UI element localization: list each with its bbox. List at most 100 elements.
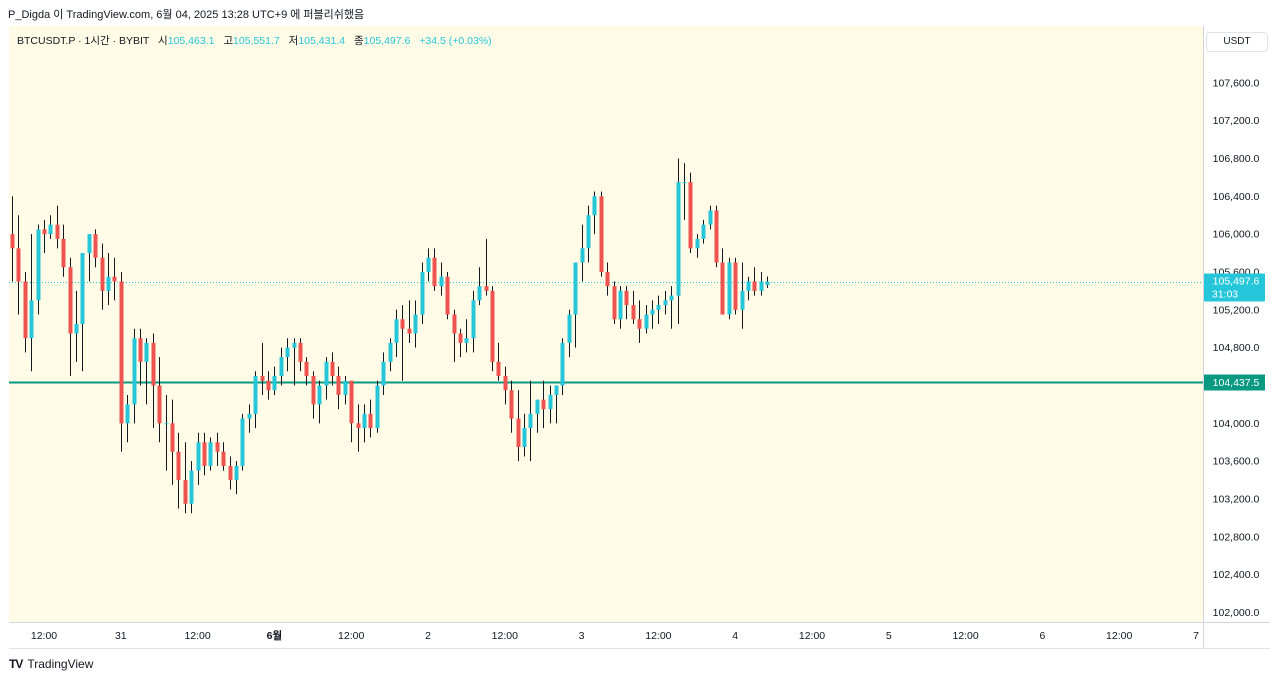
candle-body xyxy=(695,238,700,249)
candle-body xyxy=(592,196,597,216)
candle-body xyxy=(292,342,297,348)
currency-button[interactable]: USDT xyxy=(1206,32,1268,52)
y-tick-label: 104,000.0 xyxy=(1213,418,1260,430)
candle-body xyxy=(336,376,341,395)
legend-open-label: 시 xyxy=(158,35,168,47)
tradingview-logo-icon: TV xyxy=(9,657,23,671)
candle-body xyxy=(29,300,34,339)
candle-body xyxy=(394,319,399,343)
candle-body xyxy=(650,309,655,315)
candle-body xyxy=(144,342,149,362)
x-tick-label: 5 xyxy=(886,630,892,642)
current-price-label: 105,497.6 xyxy=(1213,276,1260,288)
y-tick-label: 104,800.0 xyxy=(1213,342,1260,354)
candle-body xyxy=(541,399,546,410)
legend-symbol[interactable]: BTCUSDT.P · 1시간 · BYBIT xyxy=(17,35,150,47)
candle-body xyxy=(682,182,687,184)
candle-body xyxy=(279,357,284,377)
candle-body xyxy=(407,328,412,334)
candle-body xyxy=(496,361,501,377)
y-tick-label: 103,200.0 xyxy=(1213,494,1260,506)
candle-body xyxy=(228,465,233,481)
y-tick-label: 102,000.0 xyxy=(1213,607,1260,619)
legend-high-label: 고 xyxy=(223,35,234,47)
candle-body xyxy=(253,376,258,414)
candle-body xyxy=(599,196,604,272)
x-tick-label: 6월 xyxy=(267,629,283,642)
candle-body xyxy=(426,257,431,272)
footer: TV TradingView xyxy=(9,657,93,671)
countdown-label: 31:03 xyxy=(1212,289,1238,301)
candle-body xyxy=(490,290,495,362)
candle-body xyxy=(631,305,636,320)
candle-body xyxy=(260,376,265,381)
candle-body xyxy=(234,465,239,481)
candle-body xyxy=(138,338,143,362)
x-tick-label: 2 xyxy=(425,630,431,642)
candle-body xyxy=(759,281,764,291)
y-tick-label: 107,600.0 xyxy=(1213,77,1260,89)
time-axis[interactable] xyxy=(9,622,1270,648)
candle-body xyxy=(586,215,591,249)
candle-body xyxy=(164,423,169,425)
chart-legend: BTCUSDT.P · 1시간 · BYBIT 시105,463.1 고105,… xyxy=(17,33,492,48)
candle-body xyxy=(196,442,201,471)
x-tick-label: 12:00 xyxy=(31,630,57,642)
candle-body xyxy=(202,442,207,466)
x-tick-label: 7 xyxy=(1193,630,1199,642)
level-price-tag xyxy=(1204,374,1265,391)
candle-body xyxy=(311,376,316,405)
candle-body xyxy=(10,234,15,249)
legend-close-label: 종 xyxy=(353,35,364,47)
candle-body xyxy=(560,342,565,386)
candle-body xyxy=(298,342,303,362)
candle-body xyxy=(388,342,393,362)
candle-body xyxy=(74,324,79,334)
candle-body xyxy=(663,300,668,306)
candle-body xyxy=(580,248,585,263)
candle-body xyxy=(548,394,553,410)
candle-body xyxy=(170,423,175,452)
price-axis[interactable] xyxy=(1203,26,1270,622)
candle-body xyxy=(484,286,489,291)
publish-info: P_Digda 이 TradingView.com, 6월 04, 2025 1… xyxy=(8,9,365,21)
candle-body xyxy=(714,210,719,263)
x-tick-label: 12:00 xyxy=(184,630,210,642)
current-price-tag xyxy=(1204,273,1265,302)
candle-body xyxy=(458,333,463,343)
x-tick-label: 12:00 xyxy=(952,630,978,642)
candle-body xyxy=(356,423,361,429)
candle-body xyxy=(189,470,194,504)
candle-body xyxy=(317,385,322,405)
candle-body xyxy=(503,376,508,391)
candle-body xyxy=(727,262,732,315)
candle-body xyxy=(368,413,373,429)
candle-body xyxy=(765,281,770,285)
y-tick-label: 102,400.0 xyxy=(1213,569,1260,581)
candle-body xyxy=(573,262,578,315)
candle-body xyxy=(618,290,623,320)
y-tick-label: 107,200.0 xyxy=(1213,115,1260,127)
candle-body xyxy=(68,267,73,334)
x-tick-label: 12:00 xyxy=(799,630,825,642)
candle-body xyxy=(746,281,751,291)
candle-body xyxy=(535,399,540,414)
level-price-label: 104,437.5 xyxy=(1213,377,1260,389)
candle-body xyxy=(349,380,354,424)
candle-body xyxy=(157,385,162,424)
x-tick-label: 12:00 xyxy=(338,630,364,642)
candle-body xyxy=(119,281,124,424)
candle-body xyxy=(266,380,271,391)
x-tick-label: 6 xyxy=(1039,630,1045,642)
candle-body xyxy=(61,238,66,268)
candle-body xyxy=(272,376,277,391)
candle-body xyxy=(708,210,713,225)
candle-body xyxy=(176,451,181,481)
candle-body xyxy=(106,276,111,291)
candle-body xyxy=(605,271,610,287)
candle-body xyxy=(452,314,457,334)
candle-body xyxy=(215,442,220,452)
candle-body xyxy=(509,390,514,419)
candle-body xyxy=(42,229,47,235)
